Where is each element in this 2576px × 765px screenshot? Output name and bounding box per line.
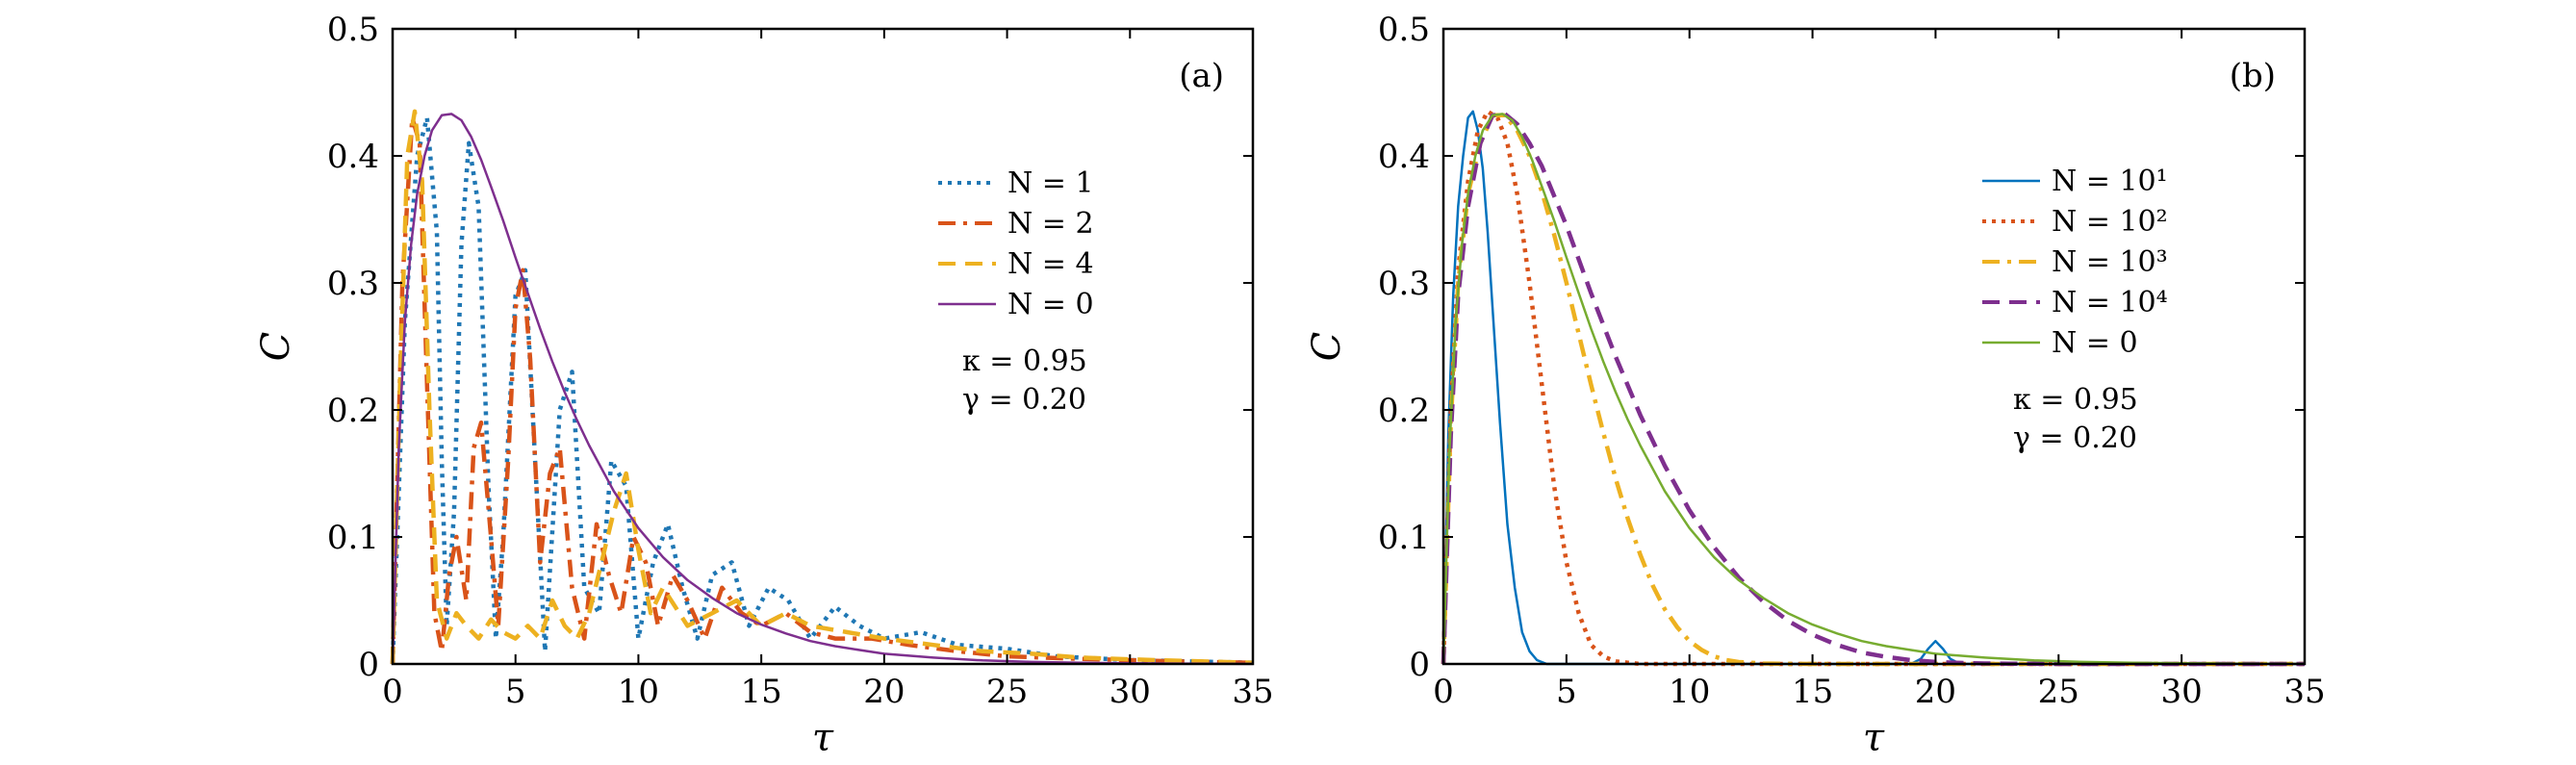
kappa-label-a: κ = 0.95 [962,344,1087,378]
series-line-a-2 [390,109,1254,665]
legend-label-a-3: N = 0 [1007,288,1094,321]
x-tick-label-a-6: 30 [1109,673,1151,711]
series-line-a-0 [390,115,1254,665]
ticks-b: 0 5 10 15 20 25 30 35 0 0.1 0.2 0.3 0.4 0.5 [1378,11,2326,711]
series-line-b-1 [1441,109,2305,667]
legend-label-a-2: N = 4 [1007,247,1094,281]
plot-frame-a [391,27,1255,666]
gamma-label-a: γ = 0.20 [962,383,1086,417]
legend-label-b-4: N = 0 [2052,326,2138,360]
x-tick-label-a-4: 20 [863,673,905,711]
kappa-label-b: κ = 0.95 [2013,383,2138,417]
y-tick-label-b-5: 0.5 [1378,11,1430,49]
x-tick-label-b-2: 10 [1669,673,1710,711]
x-tick-label-a-5: 25 [986,673,1028,711]
x-tick-label-b-6: 30 [2161,673,2203,711]
legend-label-b-0: N = 10¹ [2052,165,2168,198]
y-tick-label-b-2: 0.2 [1378,392,1430,430]
x-axis-label-b: τ [1863,716,1885,760]
x-tick-label-a-0: 0 [382,673,403,711]
x-tick-label-a-2: 10 [618,673,659,711]
x-tick-label-b-1: 5 [1556,673,1577,711]
x-axis-label-a: τ [812,716,834,760]
ticks-a: 0 5 10 15 20 25 30 35 0 0.1 0.2 0.3 0.4 0.5 [327,11,1274,711]
series-layer-a [390,109,1254,666]
x-tick-label-b-5: 25 [2038,673,2079,711]
series-line-a-3 [391,113,1254,666]
legend-label-a-0: N = 1 [1007,166,1094,200]
y-tick-label-a-5: 0.5 [327,11,379,49]
x-tick-label-a-7: 35 [1232,673,1273,711]
series-line-a-1 [390,115,1254,665]
panel-a: 0 5 10 15 20 25 30 35 0 0.1 0.2 0.3 0.4 0.5 τ C (a) N… [254,11,1274,760]
series-line-b-0 [1441,110,2305,666]
x-tick-label-a-1: 5 [505,673,526,711]
panel-b: 0 5 10 15 20 25 30 35 0 0.1 0.2 0.3 0.4 0.5 τ C (b) N… [1305,11,2326,760]
legend-a: N = 1 N = 2 N = 4 N = 0 [938,166,1094,321]
y-tick-label-a-1: 0.1 [327,519,379,557]
legend-label-b-2: N = 10³ [2052,245,2168,279]
y-axis-label-b: C [1305,332,1349,362]
y-tick-label-b-1: 0.1 [1378,519,1430,557]
plot-frame-b [1441,27,2307,666]
y-tick-label-a-4: 0.4 [327,138,379,176]
x-tick-label-b-0: 0 [1433,673,1454,711]
legend-label-b-3: N = 10⁴ [2052,286,2168,319]
panel-label-b: (b) [2230,57,2276,95]
y-tick-label-b-0: 0 [1409,646,1430,684]
series-line-b-4 [1441,113,2306,666]
x-tick-label-b-3: 15 [1792,673,1833,711]
y-tick-label-a-3: 0.3 [327,265,379,303]
x-tick-label-a-3: 15 [741,673,782,711]
y-tick-label-a-0: 0 [358,646,379,684]
y-axis-label-a: C [254,332,298,362]
panel-label-a: (a) [1179,57,1224,95]
legend-label-b-1: N = 10² [2052,205,2168,239]
y-tick-label-b-4: 0.4 [1378,138,1430,176]
series-layer-b [1441,109,2306,667]
x-tick-label-b-4: 20 [1915,673,1956,711]
legend-label-a-1: N = 2 [1007,207,1094,241]
legend-b: N = 10¹ N = 10² N = 10³ N = 10⁴ N = 0 [1982,165,2168,360]
x-tick-label-b-7: 35 [2283,673,2325,711]
gamma-label-b: γ = 0.20 [2013,421,2137,455]
y-tick-label-a-2: 0.2 [327,392,379,430]
series-line-b-3 [1441,112,2305,667]
y-tick-label-b-3: 0.3 [1378,265,1430,303]
